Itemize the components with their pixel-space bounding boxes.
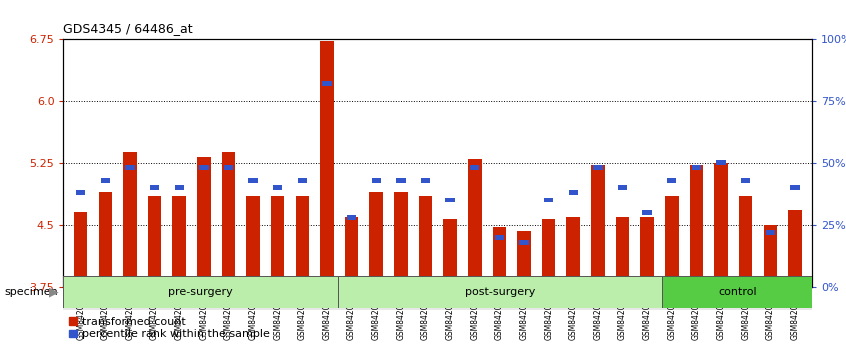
Bar bbox=[98, 192, 112, 287]
Bar bbox=[470, 165, 480, 170]
Bar bbox=[173, 196, 186, 287]
Bar bbox=[692, 165, 701, 170]
Text: ▶: ▶ bbox=[49, 286, 58, 298]
Bar bbox=[394, 192, 408, 287]
Bar bbox=[148, 196, 162, 287]
Bar bbox=[224, 165, 233, 170]
Bar bbox=[396, 178, 405, 183]
Text: pre-surgery: pre-surgery bbox=[168, 287, 233, 297]
Bar bbox=[197, 157, 211, 287]
Bar bbox=[174, 185, 184, 190]
Bar bbox=[246, 196, 260, 287]
Bar bbox=[125, 165, 135, 170]
Bar bbox=[271, 196, 284, 287]
Bar bbox=[544, 198, 553, 202]
Bar bbox=[101, 178, 110, 183]
Bar bbox=[667, 178, 677, 183]
Bar bbox=[519, 240, 529, 245]
Bar bbox=[419, 196, 432, 287]
Bar bbox=[739, 196, 752, 287]
Bar bbox=[616, 217, 629, 287]
Bar bbox=[320, 41, 334, 287]
Bar bbox=[199, 165, 208, 170]
Bar bbox=[370, 192, 383, 287]
Bar bbox=[273, 185, 283, 190]
Bar bbox=[347, 215, 356, 220]
Bar bbox=[640, 217, 654, 287]
Bar bbox=[443, 219, 457, 287]
Bar bbox=[492, 227, 506, 287]
Bar bbox=[468, 159, 481, 287]
Bar bbox=[567, 217, 580, 287]
Bar bbox=[764, 225, 777, 287]
Bar bbox=[495, 235, 504, 240]
Bar bbox=[741, 178, 750, 183]
Text: GDS4345 / 64486_at: GDS4345 / 64486_at bbox=[63, 22, 193, 35]
Bar bbox=[790, 185, 799, 190]
Bar bbox=[788, 210, 802, 287]
Bar bbox=[345, 217, 359, 287]
Bar bbox=[249, 178, 258, 183]
Text: post-surgery: post-surgery bbox=[465, 287, 536, 297]
Bar bbox=[150, 185, 159, 190]
Bar bbox=[665, 196, 678, 287]
Bar bbox=[569, 190, 578, 195]
Bar bbox=[76, 190, 85, 195]
Bar bbox=[338, 276, 662, 308]
Bar bbox=[322, 81, 332, 86]
Bar bbox=[766, 230, 775, 235]
Bar bbox=[642, 210, 651, 215]
Bar bbox=[591, 165, 605, 287]
Bar bbox=[295, 196, 309, 287]
Bar bbox=[517, 230, 530, 287]
Bar bbox=[222, 152, 235, 287]
Bar bbox=[298, 178, 307, 183]
Bar bbox=[63, 276, 338, 308]
Bar bbox=[371, 178, 381, 183]
Bar bbox=[420, 178, 430, 183]
Bar bbox=[717, 160, 726, 165]
Bar bbox=[593, 165, 602, 170]
Bar bbox=[446, 198, 455, 202]
Bar bbox=[541, 219, 556, 287]
Text: control: control bbox=[718, 287, 756, 297]
Legend: transformed count, percentile rank within the sample: transformed count, percentile rank withi… bbox=[69, 317, 270, 339]
Text: specimen: specimen bbox=[4, 287, 58, 297]
Bar bbox=[662, 276, 812, 308]
Bar bbox=[124, 152, 137, 287]
Bar bbox=[689, 165, 703, 287]
Bar bbox=[74, 212, 87, 287]
Bar bbox=[714, 163, 728, 287]
Bar bbox=[618, 185, 627, 190]
